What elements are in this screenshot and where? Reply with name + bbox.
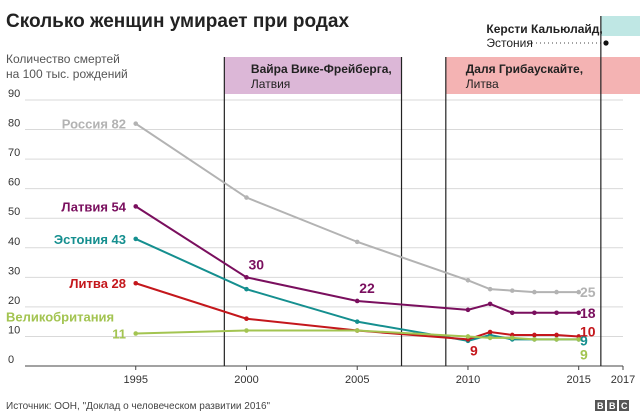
grid-lines xyxy=(25,99,623,367)
source-note: Источник: ООН, "Доклад о человеческом ра… xyxy=(6,401,271,412)
president-country: Литва xyxy=(466,77,499,91)
data-point xyxy=(465,277,471,283)
data-point xyxy=(532,289,537,295)
data-point xyxy=(244,195,249,200)
data-point xyxy=(532,332,537,338)
series-line xyxy=(135,205,579,314)
data-point xyxy=(487,335,493,341)
x-tick-label: 2017 xyxy=(611,374,635,386)
data-point xyxy=(244,316,249,322)
data-point xyxy=(133,331,139,336)
series-end-label: 9 xyxy=(580,332,588,348)
data-point xyxy=(554,310,559,316)
data-point xyxy=(487,286,493,292)
series-labels: Россия 82 Латвия 54 Эстония 43 Литва 28 Вели… xyxy=(6,117,596,363)
president-country: Эстония xyxy=(486,36,533,50)
data-point xyxy=(509,335,515,341)
bbc-logo: B B C xyxy=(595,400,629,411)
data-point xyxy=(509,310,515,316)
data-point xyxy=(465,307,471,313)
data-point xyxy=(576,337,582,342)
presidency-band xyxy=(600,16,640,36)
data-point xyxy=(133,280,139,286)
data-point xyxy=(354,328,360,333)
series-end-label: 9 xyxy=(580,346,588,362)
series-value-label: 22 xyxy=(359,280,375,296)
series-start-label: Россия 82 xyxy=(62,117,126,132)
data-point xyxy=(554,289,559,295)
y-tick-label: 40 xyxy=(8,236,20,248)
y-tick-label: 20 xyxy=(8,295,20,307)
president-name: Даля Грибаускайте, xyxy=(466,62,583,76)
data-point xyxy=(244,286,249,292)
series-start-value: 11 xyxy=(112,326,126,341)
series-lines xyxy=(133,121,582,344)
data-point xyxy=(509,288,515,293)
y-axis-unit-line2: на 100 тыс. рождений xyxy=(6,67,128,81)
data-point xyxy=(487,329,493,335)
data-point xyxy=(576,310,582,316)
data-point xyxy=(532,337,537,342)
series-end-label: 10 xyxy=(580,323,596,339)
data-point xyxy=(133,236,139,242)
data-point xyxy=(244,275,249,280)
series-start-label: Великобритания xyxy=(6,309,114,324)
series-start-label: Латвия 54 xyxy=(61,199,126,214)
presidency-band xyxy=(224,57,402,94)
data-point xyxy=(532,310,537,316)
y-tick-label: 0 xyxy=(8,354,14,366)
presidency-bands: Вайра Вике-Фрейберга,Латвия Даля Грибауск… xyxy=(224,16,640,94)
y-axis: 0 10 20 30 40 50 60 70 80 90 xyxy=(8,88,20,366)
data-point xyxy=(465,334,471,339)
data-point xyxy=(133,204,139,209)
data-point xyxy=(487,301,493,307)
series-start-label: Литва 28 xyxy=(69,276,126,291)
data-point xyxy=(554,337,559,342)
x-axis: 1995 2000 2005 2010 2015 2017 xyxy=(123,366,635,386)
x-tick-label: 1995 xyxy=(123,374,147,386)
x-tick-label: 2010 xyxy=(456,374,480,386)
presidency-band xyxy=(445,57,640,94)
kaljulaid-marker xyxy=(603,40,609,46)
bbc-letter-3: C xyxy=(621,401,628,411)
data-point xyxy=(576,289,582,295)
y-tick-label: 50 xyxy=(8,206,20,218)
series-value-label: 30 xyxy=(248,256,264,272)
x-tick-label: 2000 xyxy=(234,374,258,386)
presidency-lines xyxy=(223,16,602,366)
data-point xyxy=(354,239,360,245)
data-point xyxy=(244,328,249,333)
y-axis-unit-line1: Количество смертей xyxy=(6,52,120,66)
chart-title: Сколько женщин умирает при родах xyxy=(6,11,349,32)
y-tick-label: 80 xyxy=(8,118,20,130)
bbc-letter-2: B xyxy=(609,401,616,411)
data-point xyxy=(354,319,360,324)
bbc-letter-1: B xyxy=(597,401,604,411)
president-name: Керсти Кальюлайд, xyxy=(486,22,602,36)
president-name: Вайра Вике-Фрейберга, xyxy=(251,62,392,76)
y-tick-label: 10 xyxy=(8,324,20,336)
series-end-label: 25 xyxy=(580,284,596,300)
data-point xyxy=(133,121,139,126)
y-tick-label: 30 xyxy=(8,265,20,277)
y-tick-label: 70 xyxy=(8,147,20,159)
series-start-label: Эстония 43 xyxy=(54,232,126,247)
series-end-label: 18 xyxy=(580,305,596,321)
x-tick-label: 2015 xyxy=(566,374,590,386)
y-tick-label: 90 xyxy=(8,88,20,100)
data-point xyxy=(554,332,559,338)
x-tick-label: 2005 xyxy=(345,374,369,386)
data-point xyxy=(354,298,360,304)
series-line xyxy=(135,122,579,294)
president-country: Латвия xyxy=(251,77,290,91)
y-tick-label: 60 xyxy=(8,177,20,189)
series-value-label: 9 xyxy=(470,342,478,358)
